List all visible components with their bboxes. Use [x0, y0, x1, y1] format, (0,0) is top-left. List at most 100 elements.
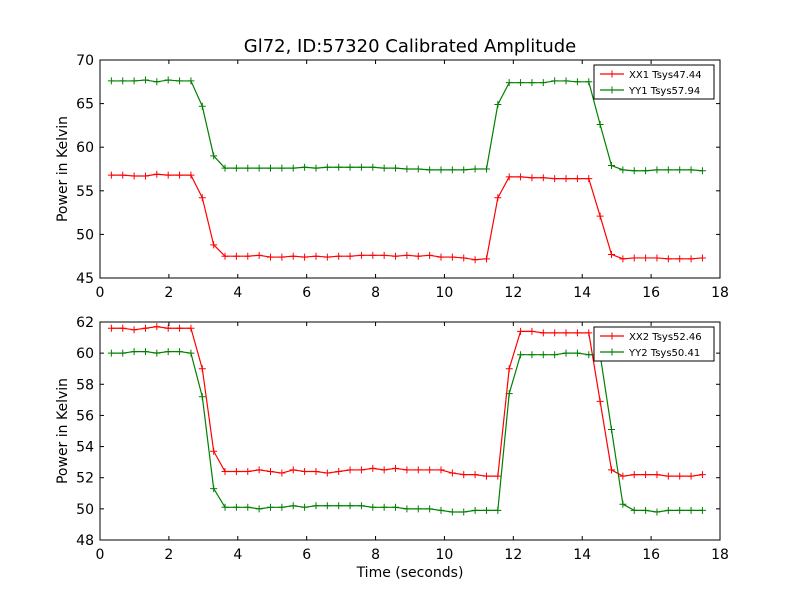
data-point-p1-s0-1 — [119, 324, 127, 332]
data-point-p1-s0-52 — [698, 471, 706, 479]
data-point-p0-s0-20 — [335, 252, 343, 260]
x-tick-label-p0-7: 14 — [573, 285, 591, 301]
data-point-p0-s0-50 — [676, 255, 684, 263]
x-tick-label-p0-8: 16 — [642, 285, 660, 301]
data-point-p1-s0-38 — [539, 329, 547, 337]
data-point-p0-s0-29 — [437, 253, 445, 261]
x-tick-label-p1-1: 2 — [164, 547, 173, 563]
data-point-p1-s0-21 — [346, 466, 354, 474]
y-tick-label-p0-4: 65 — [76, 97, 94, 113]
data-point-p0-s1-33 — [482, 165, 490, 173]
data-point-p1-s0-43 — [596, 397, 604, 405]
data-point-p1-s1-6 — [176, 348, 184, 356]
data-point-p1-s0-36 — [517, 327, 525, 335]
data-point-p1-s0-41 — [573, 329, 581, 337]
data-point-p1-s0-9 — [210, 447, 218, 455]
series-markers-p0-s0 — [107, 170, 706, 264]
data-point-p1-s0-45 — [619, 472, 627, 480]
data-point-p0-s0-43 — [596, 212, 604, 220]
legend-p1: XX2 Tsys52.46 YY2 Tsys50.41 — [593, 326, 715, 362]
data-point-p0-s0-40 — [562, 175, 570, 183]
data-point-p0-s0-1 — [119, 171, 127, 179]
data-point-p0-s1-28 — [426, 166, 434, 174]
data-point-p1-s1-1 — [119, 349, 127, 357]
data-point-p0-s0-24 — [380, 251, 388, 259]
data-point-p1-s1-5 — [164, 348, 172, 356]
data-point-p0-s0-31 — [460, 254, 468, 262]
data-point-p0-s0-25 — [392, 252, 400, 260]
data-point-p0-s0-28 — [426, 251, 434, 259]
data-point-p1-s1-37 — [528, 351, 536, 359]
legend-p0: XX1 Tsys47.44 YY1 Tsys57.94 — [593, 64, 715, 100]
data-point-p1-s0-42 — [585, 329, 593, 337]
data-point-p0-s0-48 — [653, 254, 661, 262]
data-point-p1-s0-33 — [482, 472, 490, 480]
data-point-p1-s1-42 — [585, 351, 593, 359]
data-point-p0-s1-21 — [346, 163, 354, 171]
data-point-p0-s0-51 — [687, 255, 695, 263]
data-point-p1-s0-5 — [164, 324, 172, 332]
data-point-p0-s1-26 — [403, 165, 411, 173]
data-point-p1-s1-47 — [642, 506, 650, 514]
data-point-p0-s0-10 — [221, 252, 229, 260]
data-point-p0-s1-10 — [221, 164, 229, 172]
data-point-p1-s1-17 — [301, 503, 309, 511]
data-point-p1-s1-23 — [369, 503, 377, 511]
data-point-p0-s1-46 — [630, 167, 638, 175]
data-point-p1-s0-50 — [676, 472, 684, 480]
data-point-p0-s0-27 — [414, 252, 422, 260]
data-point-p0-s1-31 — [460, 166, 468, 174]
y-tick-label-p1-1: 50 — [76, 502, 94, 518]
data-point-p0-s0-47 — [642, 254, 650, 262]
data-point-p1-s0-14 — [267, 467, 274, 475]
legend-label-p1-1: YY2 Tsys50.41 — [628, 348, 700, 359]
data-point-p1-s0-17 — [301, 467, 309, 475]
legend-box-p1 — [593, 326, 715, 362]
data-point-p0-s0-18 — [312, 252, 320, 260]
data-point-p0-s0-8 — [198, 194, 206, 202]
data-point-p0-s1-7 — [187, 77, 195, 85]
data-point-p1-s0-0 — [107, 324, 115, 332]
data-point-p0-s1-52 — [698, 167, 706, 175]
x-tick-label-p0-0: 0 — [96, 285, 105, 301]
data-point-p0-s1-24 — [380, 164, 388, 172]
data-point-p0-s1-49 — [664, 166, 672, 174]
data-point-p1-s1-22 — [357, 502, 365, 510]
data-point-p1-s1-50 — [676, 506, 684, 514]
data-point-p0-s1-50 — [676, 166, 684, 174]
data-point-p0-s1-40 — [562, 77, 570, 85]
data-point-p0-s1-9 — [210, 152, 218, 160]
data-point-p0-s0-17 — [301, 253, 309, 261]
data-point-p0-s0-7 — [187, 171, 195, 179]
data-point-p0-s1-4 — [153, 78, 161, 86]
data-point-p1-s0-10 — [221, 467, 229, 475]
data-point-p1-s1-51 — [687, 506, 695, 514]
data-point-p0-s0-14 — [267, 253, 274, 261]
bottom-panel: 0 2 4 6 8 10 12 14 16 18 48 50 52 54 56 58 60 62 Power in … — [55, 315, 729, 581]
data-point-p0-s0-46 — [630, 254, 638, 262]
data-point-p0-s1-13 — [255, 164, 263, 172]
y-tick-label-p1-2: 52 — [76, 471, 94, 487]
data-point-p1-s0-6 — [176, 324, 184, 332]
data-point-p1-s0-15 — [278, 469, 286, 477]
data-point-p1-s1-39 — [551, 351, 559, 359]
axes-frame-p1 — [99, 321, 721, 541]
data-point-p0-s1-43 — [596, 121, 604, 129]
y-axis-label-p1: Power in Kelvin — [55, 378, 71, 484]
data-point-p0-s0-21 — [346, 252, 354, 260]
data-point-p1-s0-31 — [460, 471, 468, 479]
data-point-p0-s0-41 — [573, 175, 581, 183]
data-point-p0-s1-35 — [505, 79, 513, 87]
axes-frame-p0 — [99, 59, 721, 279]
data-point-p1-s1-34 — [494, 506, 502, 514]
legend-label-p0-1: YY1 Tsys57.94 — [628, 86, 700, 97]
data-point-p0-s0-52 — [698, 254, 706, 262]
x-tick-label-p1-7: 14 — [573, 547, 591, 563]
data-point-p1-s0-47 — [642, 471, 650, 479]
data-point-p0-s0-4 — [153, 170, 161, 178]
data-point-p1-s1-2 — [130, 348, 138, 356]
data-point-p1-s1-29 — [437, 506, 445, 514]
data-point-p0-s1-22 — [357, 163, 365, 171]
data-point-p1-s0-35 — [505, 365, 513, 373]
